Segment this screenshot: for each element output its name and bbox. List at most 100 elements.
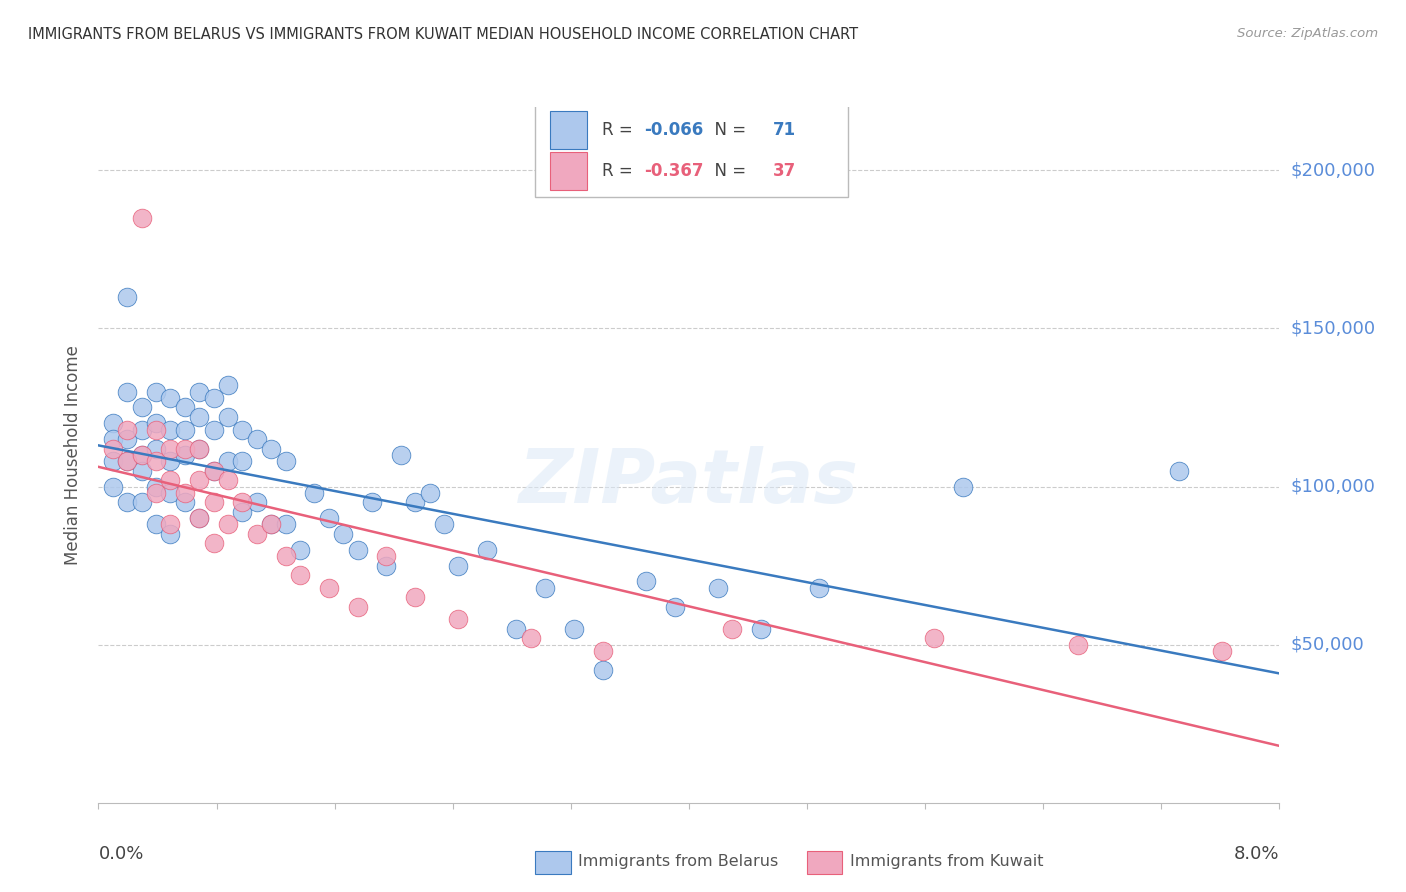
Bar <box>550 152 588 190</box>
Point <box>477 542 499 557</box>
Point <box>173 486 195 500</box>
Point <box>159 486 181 500</box>
Text: $100,000: $100,000 <box>1291 477 1375 496</box>
Point <box>115 454 138 468</box>
Y-axis label: Median Household Income: Median Household Income <box>65 345 83 565</box>
Point <box>534 581 557 595</box>
Point <box>131 401 153 415</box>
Point <box>202 423 225 437</box>
Bar <box>807 851 842 874</box>
Point <box>246 527 269 541</box>
Point <box>173 442 195 456</box>
Point <box>145 384 167 399</box>
Point <box>188 442 211 456</box>
Text: -0.066: -0.066 <box>644 120 703 139</box>
Point <box>217 409 239 424</box>
Point <box>592 644 614 658</box>
Point <box>706 581 728 595</box>
Point <box>217 454 239 468</box>
Text: 37: 37 <box>773 162 796 180</box>
Point <box>115 454 138 468</box>
Point <box>188 511 211 525</box>
Point <box>332 527 354 541</box>
Text: $150,000: $150,000 <box>1291 319 1375 337</box>
Text: N =: N = <box>704 162 752 180</box>
Point <box>188 442 211 456</box>
Point <box>159 442 181 456</box>
Point <box>159 517 181 532</box>
Point <box>375 549 398 563</box>
Point <box>159 423 181 437</box>
Point <box>389 448 412 462</box>
Point <box>145 479 167 493</box>
Text: 0.0%: 0.0% <box>98 845 143 863</box>
Point <box>202 464 225 478</box>
Point <box>131 211 153 225</box>
Point <box>101 454 124 468</box>
Point <box>231 505 253 519</box>
Point <box>231 423 253 437</box>
Point <box>115 432 138 446</box>
Point <box>159 454 181 468</box>
Text: R =: R = <box>602 120 637 139</box>
Point <box>419 486 441 500</box>
Text: -0.367: -0.367 <box>644 162 703 180</box>
Point <box>304 486 326 500</box>
Point <box>749 622 772 636</box>
Point <box>505 622 527 636</box>
Point <box>664 599 686 614</box>
Point <box>202 536 225 550</box>
Point <box>231 495 253 509</box>
Point <box>202 391 225 405</box>
Point <box>1211 644 1233 658</box>
Text: R =: R = <box>602 162 637 180</box>
Point <box>404 495 426 509</box>
Point <box>173 423 195 437</box>
Point <box>807 581 830 595</box>
Point <box>145 442 167 456</box>
Point <box>101 442 124 456</box>
Point <box>592 663 614 677</box>
Point <box>159 391 181 405</box>
Point <box>1167 464 1189 478</box>
Point <box>346 599 368 614</box>
Point <box>433 517 456 532</box>
Point <box>288 568 311 582</box>
Point <box>159 527 181 541</box>
Point <box>447 612 470 626</box>
Point <box>447 558 470 573</box>
Point <box>115 384 138 399</box>
Bar <box>550 111 588 149</box>
Point <box>246 432 269 446</box>
Text: 8.0%: 8.0% <box>1234 845 1279 863</box>
FancyBboxPatch shape <box>536 103 848 197</box>
Point <box>274 549 297 563</box>
Point <box>115 423 138 437</box>
Text: IMMIGRANTS FROM BELARUS VS IMMIGRANTS FROM KUWAIT MEDIAN HOUSEHOLD INCOME CORREL: IMMIGRANTS FROM BELARUS VS IMMIGRANTS FR… <box>28 27 858 42</box>
Point <box>145 423 167 437</box>
Point <box>260 517 283 532</box>
Point <box>318 581 340 595</box>
Point <box>361 495 384 509</box>
Point <box>217 517 239 532</box>
Point <box>217 378 239 392</box>
Point <box>562 622 585 636</box>
Point <box>404 591 426 605</box>
Point <box>260 517 283 532</box>
Point <box>159 473 181 487</box>
Point <box>1067 638 1090 652</box>
Point <box>101 432 124 446</box>
Point <box>231 454 253 468</box>
Text: 71: 71 <box>773 120 796 139</box>
Point <box>519 632 541 646</box>
Point <box>188 511 211 525</box>
Point <box>145 454 167 468</box>
Bar <box>536 851 571 874</box>
Text: Source: ZipAtlas.com: Source: ZipAtlas.com <box>1237 27 1378 40</box>
Point <box>131 448 153 462</box>
Point <box>115 290 138 304</box>
Text: ZIPatlas: ZIPatlas <box>519 446 859 519</box>
Point <box>288 542 311 557</box>
Text: Immigrants from Belarus: Immigrants from Belarus <box>578 855 778 870</box>
Point <box>318 511 340 525</box>
